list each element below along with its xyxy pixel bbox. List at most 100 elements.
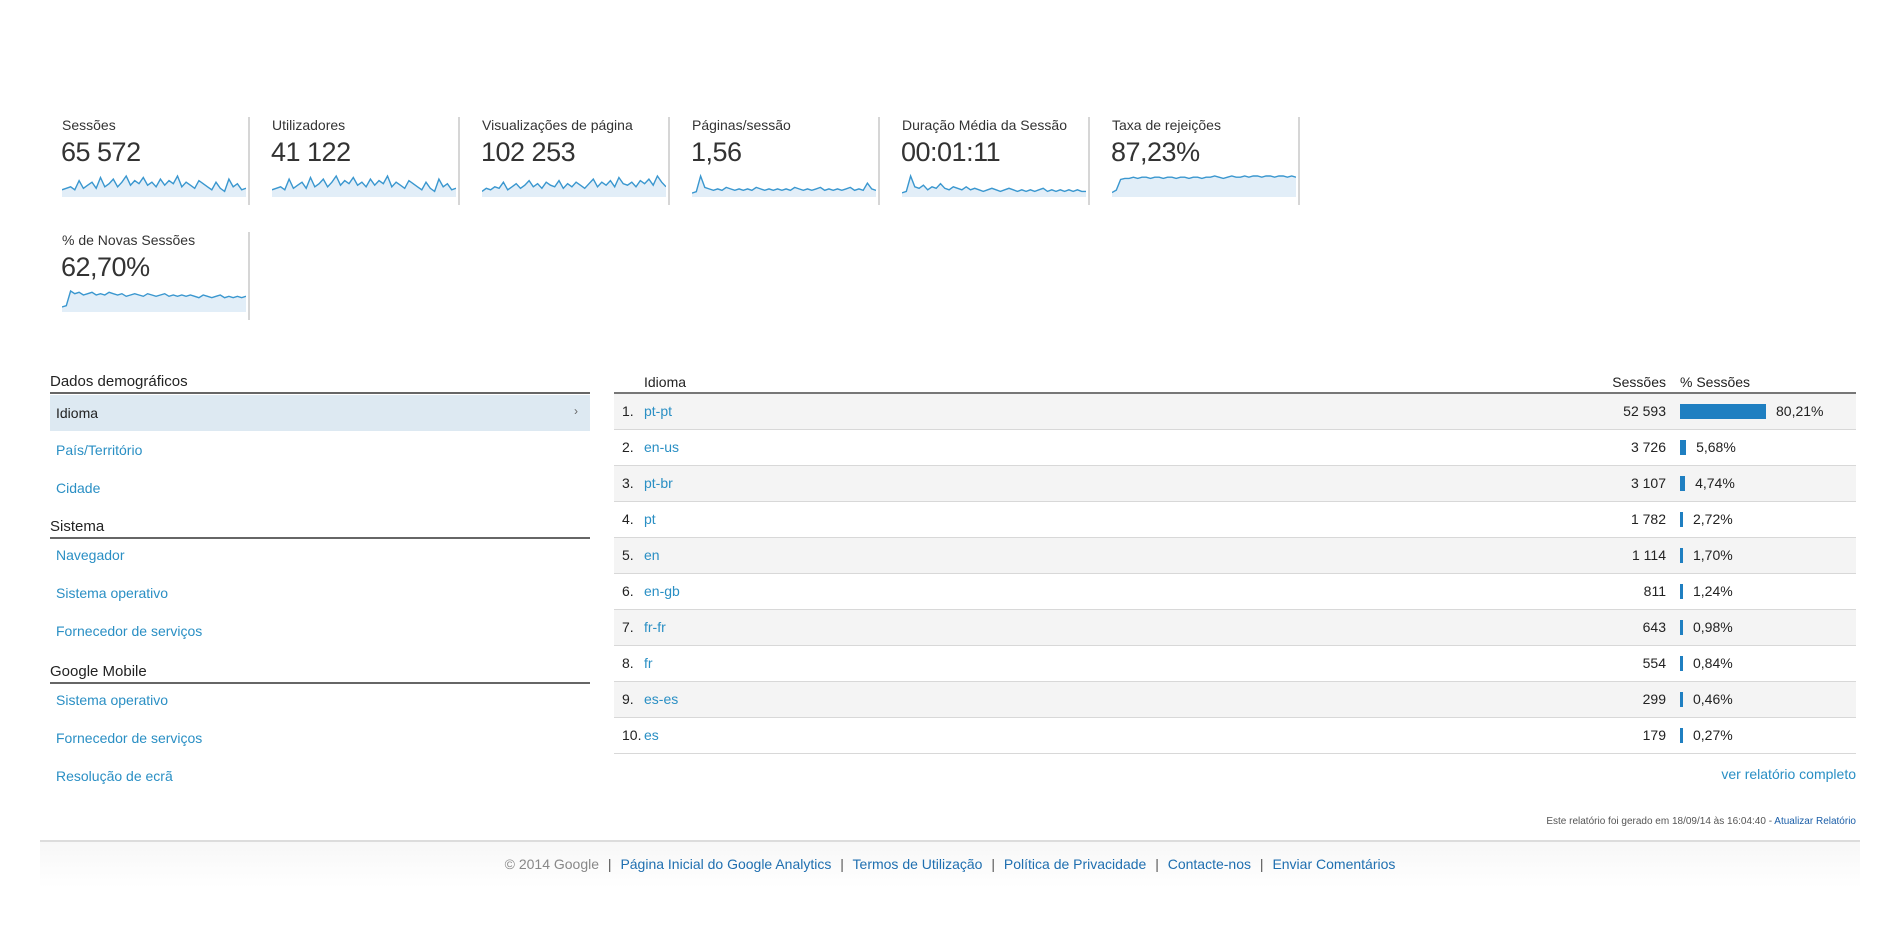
table-row: 3. pt-br 3 107 4,74% [614,466,1856,502]
footer-separator: | [1259,856,1264,872]
footer-link-feedback[interactable]: Enviar Comentários [1272,856,1396,872]
row-pct: 2,72% [1693,511,1733,527]
table-row: 4. pt 1 782 2,72% [614,502,1856,538]
sparkline-chart [62,174,246,197]
metric-tile[interactable]: Visualizações de página 102 253 [470,117,670,205]
row-language-link[interactable]: en [644,547,660,563]
row-sessions: 811 [1643,583,1666,599]
table-row: 2. en-us 3 726 5,68% [614,430,1856,466]
metric-value: 41 122 [271,137,351,167]
row-sessions: 179 [1642,727,1666,743]
row-sessions: 3 726 [1630,439,1666,455]
row-language-link[interactable]: en-gb [644,583,680,599]
row-sessions: 3 107 [1630,475,1666,491]
footer-link-terms[interactable]: Termos de Utilização [852,856,983,872]
footer-separator: | [1155,856,1159,872]
metric-label: Duração Média da Sessão [902,117,1067,133]
metric-tile[interactable]: Sessões 65 572 [50,117,250,205]
column-header-sessoes[interactable]: Sessões [1612,374,1666,390]
row-index: 5. [622,547,634,563]
row-sessions: 554 [1642,655,1666,671]
metric-tile[interactable]: Taxa de rejeições 87,23% [1100,117,1300,205]
row-share-bar [1680,728,1683,743]
page-footer: © 2014 Google | Página Inicial do Google… [40,840,1860,888]
footer-link-contact[interactable]: Contacte-nos [1167,856,1252,872]
metric-tile[interactable]: Páginas/sessão 1,56 [680,117,880,205]
row-pct: 1,24% [1693,583,1733,599]
sparkline-line [62,174,246,193]
row-sessions: 643 [1642,619,1666,635]
row-pct: 80,21% [1776,403,1824,419]
row-share-bar [1680,440,1687,455]
metric-label: Taxa de rejeições [1112,117,1221,133]
sparkline-chart [902,173,1086,197]
sparkline-chart [1112,175,1296,197]
column-header-pct-sessoes[interactable]: % Sessões [1680,374,1751,390]
metric-tile[interactable]: Duração Média da Sessão 00:01:11 [890,117,1090,205]
footer-link-privacy[interactable]: Política de Privacidade [1003,856,1147,872]
row-language-link[interactable]: fr [644,655,653,671]
sparkline-line [272,174,456,193]
metric-label: Sessões [62,117,116,133]
row-pct: 1,70% [1693,547,1733,563]
nav-header-sistema: Sistema [50,518,590,539]
metric-label: Utilizadores [272,117,346,133]
nav-item-idioma[interactable]: Idioma › [50,395,590,431]
nav-item-fornecedor-servicos[interactable]: Fornecedor de serviços [56,623,203,639]
sparkline-line [1112,175,1296,194]
row-language-link[interactable]: es [644,727,659,743]
footer-copyright: © 2014 Google [504,856,600,872]
sparkline-area [902,176,1086,197]
row-language-link[interactable]: fr-fr [644,619,666,635]
row-index: 8. [622,655,634,671]
row-index: 4. [622,511,634,527]
metric-value: 65 572 [61,137,141,167]
row-index: 10. [622,727,642,743]
nav-item-resolucao-ecra[interactable]: Resolução de ecrã [56,768,173,784]
nav-item-mobile-sistema-operativo[interactable]: Sistema operativo [56,692,169,708]
metric-value: 1,56 [691,137,742,167]
row-language-link[interactable]: pt-pt [644,403,673,419]
row-share-bar [1680,584,1683,599]
row-index: 3. [622,475,634,491]
row-sessions: 1 782 [1630,511,1666,527]
language-table: Idioma Sessões % Sessões 1. pt-pt 52 593 80… [614,372,1856,754]
table-row: 1. pt-pt 52 593 80,21% [614,394,1856,430]
row-language-link[interactable]: pt-br [644,475,673,491]
row-pct: 0,46% [1693,691,1733,707]
row-pct: 4,74% [1695,475,1735,491]
sparkline-area [62,176,246,197]
metric-tile[interactable]: Utilizadores 41 122 [260,117,460,205]
nav-item-sistema-operativo[interactable]: Sistema operativo [56,585,169,601]
sparkline-chart [272,174,456,197]
nav-item-pais-territorio[interactable]: País/Território [56,442,143,458]
row-language-link[interactable]: es-es [644,691,679,707]
full-report-link[interactable]: ver relatório completo [1721,766,1856,782]
row-sessions: 52 593 [1623,403,1666,419]
nav-item-cidade[interactable]: Cidade [56,480,101,496]
sparkline-area [482,176,666,197]
nav-item-mobile-fornecedor-servicos[interactable]: Fornecedor de serviços [56,730,203,746]
metric-value: 62,70% [61,252,150,282]
row-share-bar [1680,620,1683,635]
table-body: 1. pt-pt 52 593 80,21% 2. en-us 3 726 5,68% 3. pt… [614,394,1856,754]
report-generated-note: Este relatório foi gerado em 18/09/14 às… [1546,816,1856,827]
sparkline-line [692,173,876,194]
nav-header-google-mobile: Google Mobile [50,663,590,684]
sparkline-area [272,176,456,197]
refresh-report-link[interactable]: Atualizar Relatório [1774,816,1856,827]
metric-tile[interactable]: % de Novas Sessões 62,70% [50,232,250,320]
sparkline-line [902,173,1086,194]
row-pct: 0,98% [1693,619,1733,635]
row-index: 1. [622,403,634,419]
footer-link-analytics-home[interactable]: Página Inicial do Google Analytics [620,856,832,872]
nav-item-navegador[interactable]: Navegador [56,547,125,563]
row-index: 2. [622,439,634,455]
row-index: 6. [622,583,634,599]
column-header-idioma[interactable]: Idioma [644,374,687,390]
sparkline-chart [692,173,876,197]
metric-value: 00:01:11 [901,137,1001,167]
nav-header-demographics: Dados demográficos [50,373,590,394]
row-language-link[interactable]: en-us [644,439,680,455]
row-language-link[interactable]: pt [644,511,656,527]
